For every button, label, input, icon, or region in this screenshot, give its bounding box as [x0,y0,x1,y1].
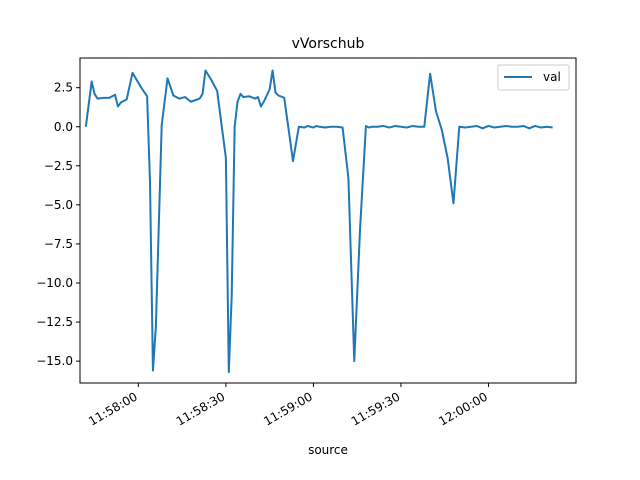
y-tick-label: 2.5 [54,81,73,95]
y-tick-label: −7.5 [44,237,73,251]
y-tick-label: −10.0 [36,276,73,290]
legend-box [497,64,570,91]
y-tick-label: −5.0 [44,198,73,212]
x-tick-label: 11:59:30 [349,389,403,428]
x-axis-label: source [308,443,348,457]
series-layer [84,69,553,374]
x-tick-label: 11:58:00 [86,389,140,428]
x-axis: 11:58:00 11:58:30 11:59:00 11:59:30 12:00:00 [86,383,490,429]
y-tick-label: 0.0 [54,120,73,134]
series-line-val [84,69,553,374]
y-tick-label: −2.5 [44,159,73,173]
x-tick-label: 11:59:00 [261,389,315,428]
y-tick-label: −15.0 [36,354,73,368]
plot-frame [79,57,577,384]
y-axis: 2.5 0.0 −2.5 −5.0 −7.5 −10.0 −12.5 −15.0 [36,81,80,368]
x-tick-label: 12:00:00 [436,389,490,428]
chart-title: vVorschub [292,36,365,52]
legend: val [497,64,570,91]
plot-area: 2.5 0.0 −2.5 −5.0 −7.5 −10.0 −12.5 −15.0 11:58:… [36,57,577,429]
y-tick-label: −12.5 [36,315,73,329]
x-tick-label: 11:58:30 [174,389,228,428]
legend-label-val: val [543,70,561,84]
